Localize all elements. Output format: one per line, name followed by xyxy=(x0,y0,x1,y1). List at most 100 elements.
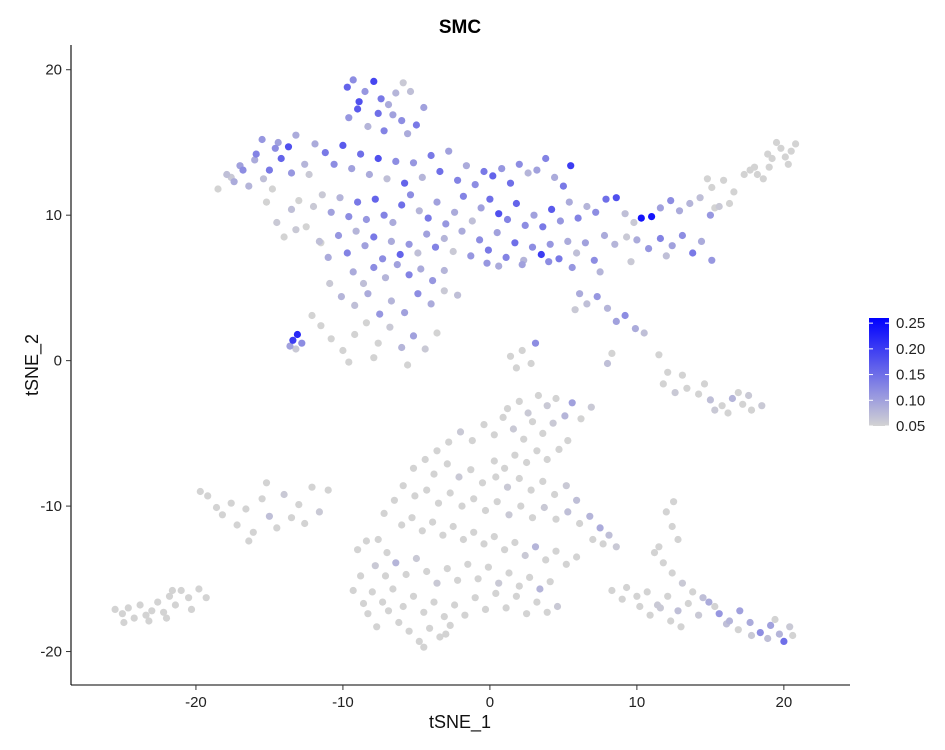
data-point xyxy=(511,239,519,247)
data-point xyxy=(362,319,370,327)
data-point xyxy=(196,487,204,496)
data-point xyxy=(214,185,222,193)
data-point xyxy=(456,428,465,436)
data-point xyxy=(409,592,418,600)
data-point xyxy=(354,546,362,554)
data-point xyxy=(480,167,488,176)
data-point xyxy=(539,223,547,231)
data-point xyxy=(439,531,447,539)
x-axis-ticks: -20 -10 0 10 20 xyxy=(185,685,792,711)
data-point xyxy=(511,451,519,459)
data-point xyxy=(564,508,572,516)
data-point xyxy=(395,618,403,627)
data-point xyxy=(734,389,742,397)
y-tick-label: -20 xyxy=(40,644,62,661)
data-point xyxy=(495,579,503,587)
data-point xyxy=(334,231,343,240)
data-point xyxy=(527,359,535,368)
data-point xyxy=(708,183,716,192)
data-point xyxy=(148,607,156,615)
data-point xyxy=(405,627,413,635)
data-point xyxy=(411,492,419,500)
data-point xyxy=(667,197,675,205)
data-point xyxy=(165,592,174,600)
data-point xyxy=(414,249,422,257)
data-point xyxy=(454,291,462,299)
x-axis-title: tSNE_1 xyxy=(429,712,491,733)
data-point xyxy=(389,585,397,593)
data-point xyxy=(633,592,641,600)
data-point xyxy=(515,582,523,590)
data-point xyxy=(414,290,422,298)
data-point xyxy=(160,608,168,616)
data-point xyxy=(218,511,226,519)
data-point xyxy=(777,144,785,152)
data-point xyxy=(656,234,665,243)
data-point xyxy=(517,502,525,510)
data-point xyxy=(655,351,663,359)
data-point xyxy=(392,89,400,97)
data-point xyxy=(655,543,663,551)
data-point xyxy=(430,598,438,606)
data-point xyxy=(656,204,665,212)
data-point xyxy=(318,191,326,199)
data-point xyxy=(600,231,609,240)
data-point xyxy=(381,572,390,580)
data-point xyxy=(292,345,300,353)
data-point xyxy=(315,508,323,516)
data-point xyxy=(637,214,645,222)
data-point xyxy=(396,250,404,259)
data-point xyxy=(177,586,185,595)
data-point xyxy=(528,514,537,522)
data-point xyxy=(370,354,378,362)
data-point xyxy=(612,317,620,325)
colorbar-tick-label: 0.05 xyxy=(896,418,925,435)
data-point xyxy=(747,631,756,640)
data-point xyxy=(593,293,601,301)
data-point xyxy=(502,253,510,261)
data-point xyxy=(540,503,548,512)
data-point xyxy=(705,598,713,606)
data-point xyxy=(506,352,515,360)
data-point xyxy=(696,194,704,202)
data-point xyxy=(408,514,416,522)
data-point xyxy=(562,560,570,568)
data-point xyxy=(671,389,679,397)
data-point xyxy=(387,297,395,305)
data-point xyxy=(268,185,276,193)
data-point xyxy=(503,483,512,491)
data-point xyxy=(295,197,303,205)
data-point xyxy=(590,256,598,264)
data-point xyxy=(384,101,393,109)
data-point xyxy=(265,512,273,520)
data-point xyxy=(434,499,443,507)
data-point xyxy=(736,607,744,615)
data-point xyxy=(420,608,428,616)
data-point xyxy=(505,511,513,519)
data-point xyxy=(380,127,388,135)
data-point xyxy=(424,214,432,222)
data-point xyxy=(427,151,435,160)
data-point xyxy=(308,311,316,320)
data-point xyxy=(553,602,562,611)
data-point xyxy=(470,528,478,536)
data-point xyxy=(771,615,779,624)
data-point xyxy=(715,202,723,211)
data-point xyxy=(515,160,523,168)
data-point xyxy=(364,122,372,131)
y-tick-label: 10 xyxy=(45,207,62,224)
data-point xyxy=(592,208,600,216)
data-point xyxy=(370,233,378,241)
data-point xyxy=(429,277,437,285)
data-point xyxy=(531,339,540,347)
y-axis-title: tSNE_2 xyxy=(22,334,43,396)
data-point xyxy=(678,231,687,240)
data-point xyxy=(404,130,412,138)
data-point xyxy=(405,240,413,248)
data-point xyxy=(354,105,362,113)
data-point xyxy=(359,279,368,288)
data-point xyxy=(136,601,144,609)
data-point xyxy=(674,607,682,615)
data-point xyxy=(280,490,288,499)
data-point xyxy=(379,255,387,263)
